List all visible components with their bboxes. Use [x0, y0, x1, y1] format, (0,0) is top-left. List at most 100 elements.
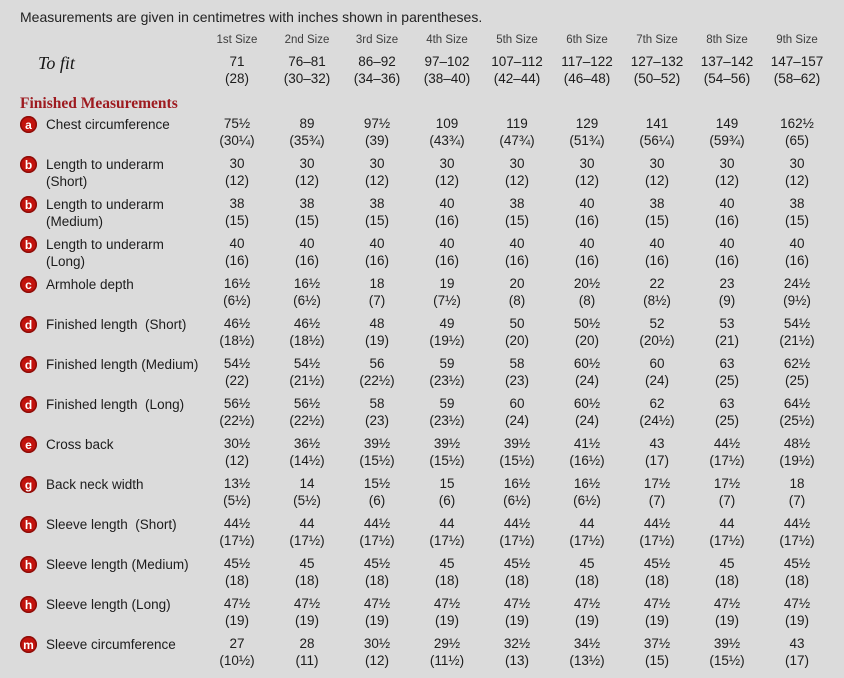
value-cell: 47½ (19): [412, 595, 482, 629]
value-cm: 20: [509, 276, 525, 291]
measurement-row: m Sleeve circumference 27 (10½) 28 (11) …: [0, 635, 832, 675]
value-cm: 24½: [783, 276, 811, 291]
size-header-cell: 4th Size: [426, 34, 468, 46]
value-in: (16): [714, 213, 739, 228]
value-in: (14½): [289, 453, 325, 468]
row-label-cell: e Cross back: [0, 435, 202, 453]
value-in: (19): [294, 613, 319, 628]
value-cell: 109 (43¾): [412, 115, 482, 149]
value-cell: 38 (15): [272, 195, 342, 229]
value-cm: 40: [229, 236, 245, 251]
value-cell: 20 (8): [482, 275, 552, 309]
value-cell: 127–132 (50–52): [622, 53, 692, 87]
value-cell: 40 (16): [622, 235, 692, 269]
size-header-cell: 6th Size: [566, 34, 608, 46]
value-cm: 45: [579, 556, 595, 571]
size-header-spacer: [0, 32, 202, 46]
value-in: (17½): [289, 533, 325, 548]
value-cell: 50½ (20): [552, 315, 622, 349]
value-in: (8½): [643, 293, 671, 308]
value-cell: 40 (16): [692, 235, 762, 269]
value-cm: 107–112: [491, 54, 543, 69]
value-in: (6½): [503, 493, 531, 508]
value-cm: 20½: [573, 276, 601, 291]
measurement-rows: a Chest circumference 75½ (30¼) 89 (35¾)…: [0, 115, 844, 675]
value-cm: 60½: [573, 356, 601, 371]
row-label-cell: h Sleeve length (Long): [0, 595, 202, 613]
value-cm: 44½: [783, 516, 811, 531]
value-cell: 47½ (19): [342, 595, 412, 629]
value-cm: 47½: [643, 596, 671, 611]
value-in: (15): [784, 213, 809, 228]
value-in: (19): [364, 613, 389, 628]
value-in: (51¾): [569, 133, 605, 148]
value-cell: 76–81 (30–32): [272, 53, 342, 87]
value-in: (15½): [499, 453, 535, 468]
value-cm: 109: [435, 116, 459, 131]
row-badge: d: [20, 356, 37, 373]
value-cm: 62½: [783, 356, 811, 371]
value-in: (17½): [639, 533, 675, 548]
value-cm: 48: [369, 316, 385, 331]
value-cell: 40 (16): [272, 235, 342, 269]
value-cell: 40 (16): [412, 195, 482, 229]
value-cm: 40: [579, 236, 595, 251]
value-cell: 58 (23): [482, 355, 552, 389]
value-in: (15): [644, 213, 669, 228]
value-in: (18): [574, 573, 599, 588]
value-in: (18): [434, 573, 459, 588]
value-cell: 30 (12): [622, 155, 692, 189]
value-cm: 44½: [643, 516, 671, 531]
value-cm: 18: [369, 276, 385, 291]
value-cell: 45 (18): [272, 555, 342, 589]
value-in: (18½): [219, 333, 255, 348]
value-cell: 15 (6): [412, 475, 482, 509]
value-in: (38–40): [423, 71, 471, 86]
value-in: (15): [644, 653, 669, 668]
value-cell: 17½ (7): [692, 475, 762, 509]
value-in: (18): [504, 573, 529, 588]
value-cm: 16½: [223, 276, 251, 291]
row-label: Finished length (Long): [46, 397, 185, 412]
value-cm: 30: [299, 156, 315, 171]
value-cell: 14 (5½): [272, 475, 342, 509]
value-cm: 63: [719, 396, 735, 411]
value-cell: 137–142 (54–56): [692, 53, 762, 87]
value-in: (16): [574, 213, 599, 228]
row-label: Chest circumference: [46, 117, 170, 132]
value-cm: 40: [439, 236, 455, 251]
value-cm: 56½: [293, 396, 321, 411]
value-cm: 50½: [573, 316, 601, 331]
row-label: Sleeve length (Long): [46, 597, 171, 612]
value-cm: 37½: [643, 636, 671, 651]
value-cell: 30 (12): [202, 155, 272, 189]
row-label: Length to underarm (Long): [46, 237, 164, 269]
value-cell: 40 (16): [412, 235, 482, 269]
value-cell: 149 (59¾): [692, 115, 762, 149]
value-cm: 43: [789, 636, 805, 651]
value-in: (21½): [779, 333, 815, 348]
value-cell: 30 (12): [552, 155, 622, 189]
value-cm: 39½: [363, 436, 391, 451]
value-in: (16): [364, 253, 389, 268]
value-in: (58–62): [773, 71, 821, 86]
value-cm: 47½: [433, 596, 461, 611]
value-cell: 44 (17½): [272, 515, 342, 549]
value-cm: 47½: [293, 596, 321, 611]
value-cm: 147–157: [770, 54, 824, 69]
value-cm: 64½: [783, 396, 811, 411]
value-cell: 39½ (15½): [692, 635, 762, 669]
value-cm: 45: [719, 556, 735, 571]
value-cm: 58: [509, 356, 525, 371]
value-cell: 47½ (19): [692, 595, 762, 629]
row-badge: b: [20, 156, 37, 173]
size-header-cell: 9th Size: [776, 34, 818, 46]
value-cell: 47½ (19): [622, 595, 692, 629]
value-in: (54–56): [703, 71, 751, 86]
value-cell: 27 (10½): [202, 635, 272, 669]
measurement-row: c Armhole depth 16½ (6½) 16½ (6½) 18 (7)…: [0, 275, 832, 315]
value-cm: 60: [649, 356, 665, 371]
row-badge: h: [20, 516, 37, 533]
value-in: (17½): [709, 453, 745, 468]
